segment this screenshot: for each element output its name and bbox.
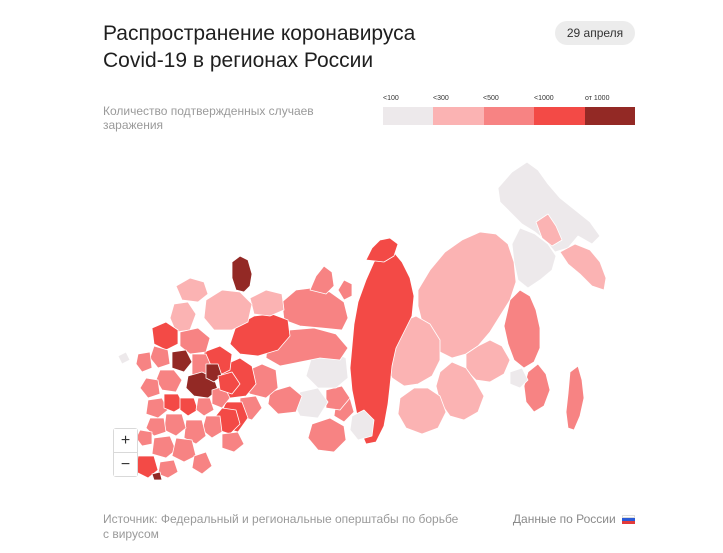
region-rostov[interactable] xyxy=(151,435,177,459)
region-orenburg[interactable] xyxy=(221,431,245,453)
region-khabarovsk[interactable] xyxy=(503,289,541,369)
zoom-out-button[interactable]: − xyxy=(114,453,137,476)
legend-bar xyxy=(383,107,636,125)
region-bryansk[interactable] xyxy=(145,397,169,419)
region-yaroslavl[interactable] xyxy=(171,349,193,373)
zoom-control: + − xyxy=(113,428,138,477)
region-taymyr-north[interactable] xyxy=(365,237,399,263)
page-title: Распространение коронавируса Covid-19 в … xyxy=(103,20,523,74)
region-altai[interactable] xyxy=(307,417,347,453)
region-arkhangelsk[interactable] xyxy=(203,289,253,331)
legend-label-gt1000: от 1000 xyxy=(585,95,610,102)
title-line-1: Распространение коронавируса xyxy=(103,22,416,45)
region-leningrad[interactable] xyxy=(151,321,179,351)
legend-label-lt100: <100 xyxy=(383,95,399,102)
region-dagestan[interactable] xyxy=(151,471,163,480)
region-gydan[interactable] xyxy=(337,279,353,301)
region-kamchatka[interactable] xyxy=(559,243,607,291)
russia-data-link-label[interactable]: Данные по России xyxy=(512,512,616,526)
region-chukotka[interactable] xyxy=(497,161,601,253)
region-kaluga[interactable] xyxy=(163,393,185,413)
region-tula[interactable] xyxy=(179,397,199,417)
legend-caption: Количество подтвержденных случаев зараже… xyxy=(103,104,314,132)
legend-swatch-lt100 xyxy=(383,107,434,125)
title-line-2: Covid-19 в регионах России xyxy=(103,49,374,72)
region-saratov[interactable] xyxy=(183,419,207,445)
region-ryazan[interactable] xyxy=(195,397,215,417)
region-omsk[interactable] xyxy=(267,385,303,415)
region-belgorod[interactable] xyxy=(135,429,153,447)
region-volgograd[interactable] xyxy=(171,437,197,463)
region-sakhalin[interactable] xyxy=(565,365,585,431)
legend: <100 <300 <500 <1000 от 1000 xyxy=(383,95,636,125)
region-astrakhan[interactable] xyxy=(191,451,213,475)
legend-label-lt1000: <1000 xyxy=(534,95,554,102)
russia-data-link[interactable]: Данные по России xyxy=(505,512,635,527)
legend-labels: <100 <300 <500 <1000 от 1000 xyxy=(383,95,635,105)
region-tver[interactable] xyxy=(155,369,183,393)
region-novgorod[interactable] xyxy=(149,345,171,369)
region-nenets[interactable] xyxy=(249,289,285,317)
region-vologda[interactable] xyxy=(179,327,211,355)
region-smolensk[interactable] xyxy=(139,377,161,399)
date-badge[interactable]: 29 апреля xyxy=(555,21,635,45)
region-buryatia[interactable] xyxy=(397,387,447,435)
zoom-divider xyxy=(114,452,137,453)
region-yamal-peninsula[interactable] xyxy=(309,265,335,295)
region-jewish[interactable] xyxy=(509,367,529,389)
legend-label-lt300: <300 xyxy=(433,95,449,102)
region-koryak[interactable] xyxy=(535,213,563,247)
region-novaya-zemlya[interactable] xyxy=(231,255,253,293)
region-murmansk[interactable] xyxy=(175,277,209,303)
region-tatarstan[interactable] xyxy=(217,371,241,395)
region-magadan[interactable] xyxy=(511,227,557,289)
russia-map[interactable] xyxy=(0,140,723,480)
zoom-in-button[interactable]: + xyxy=(114,429,137,452)
russian-flag-icon xyxy=(622,515,635,524)
legend-label-lt500: <500 xyxy=(483,95,499,102)
legend-swatch-lt500 xyxy=(483,107,535,125)
legend-swatch-lt300 xyxy=(433,107,484,125)
source-note: Источник: Федеральный и региональные опе… xyxy=(103,512,459,541)
region-yamal[interactable] xyxy=(281,287,349,331)
region-kaliningrad[interactable] xyxy=(117,351,131,365)
legend-swatch-gt1000 xyxy=(584,107,636,125)
region-voronezh[interactable] xyxy=(163,413,187,437)
region-pskov[interactable] xyxy=(135,351,153,373)
region-primorye[interactable] xyxy=(523,363,551,413)
region-stavropol[interactable] xyxy=(157,459,179,479)
legend-swatch-lt1000 xyxy=(534,107,585,125)
region-tuva[interactable] xyxy=(349,409,375,441)
